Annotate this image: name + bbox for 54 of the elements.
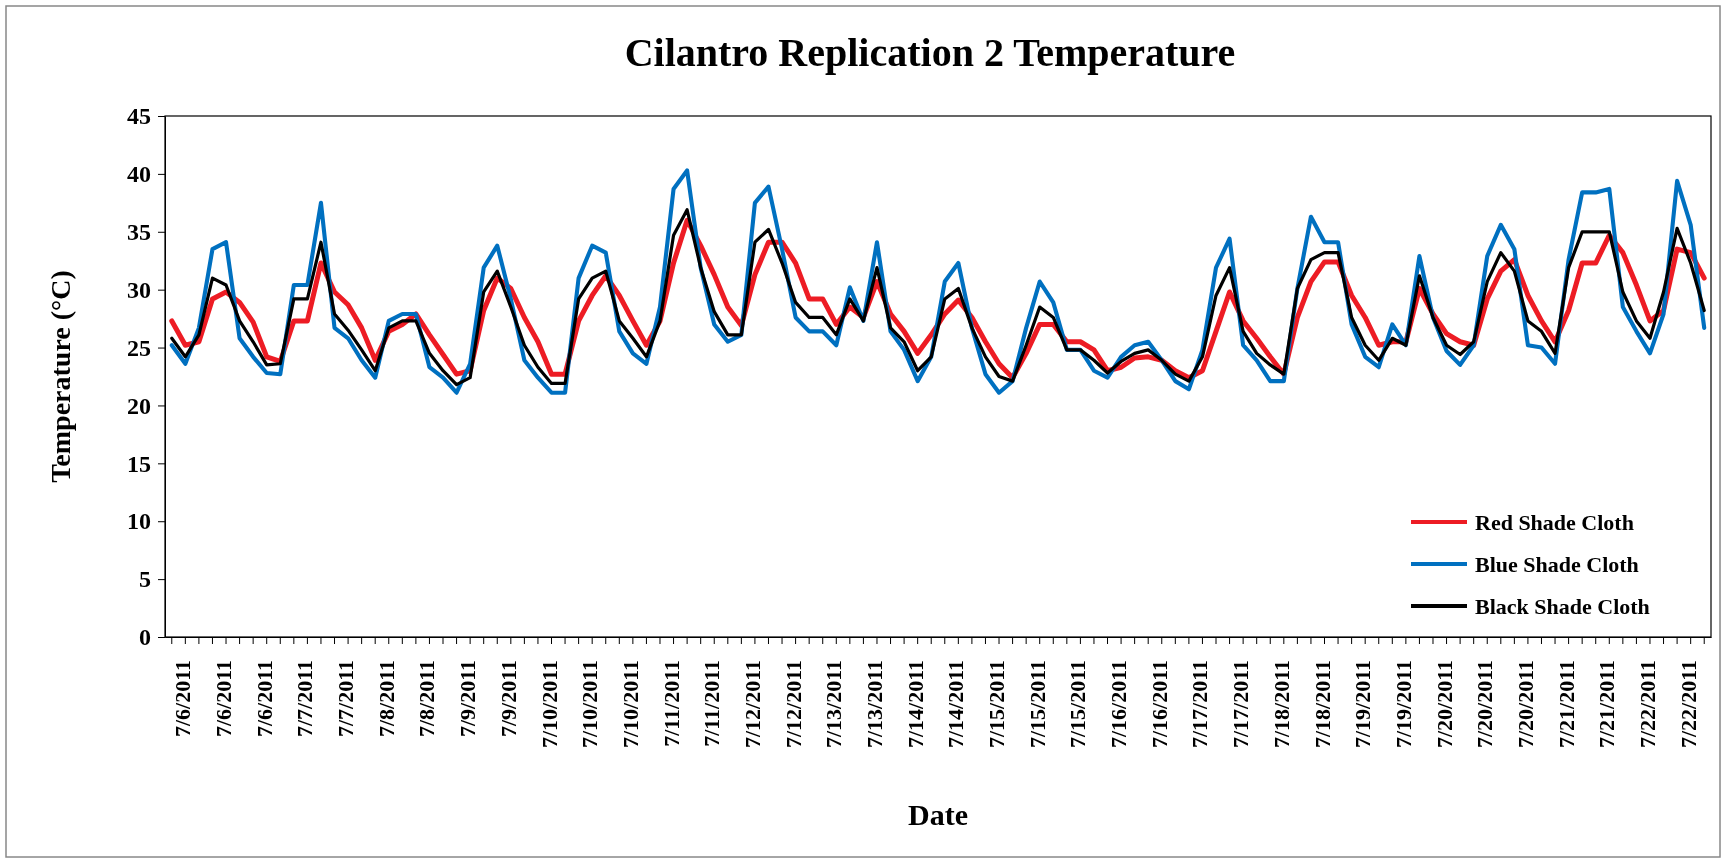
- x-tick-label: 7/6/2011: [170, 660, 196, 738]
- x-tick-label: 7/9/2011: [455, 660, 481, 738]
- x-tick-label: 7/10/2011: [617, 660, 643, 749]
- x-tick-label: 7/7/2011: [333, 660, 359, 738]
- x-tick-label: 7/18/2011: [1309, 660, 1335, 749]
- x-tick-label: 7/21/2011: [1553, 660, 1579, 749]
- y-tick-label: 15: [127, 450, 151, 477]
- y-tick-label: 0: [139, 624, 151, 651]
- x-tick-label: 7/22/2011: [1635, 660, 1661, 749]
- y-tick-label: 5: [139, 566, 151, 593]
- y-tick-label: 35: [127, 218, 151, 245]
- x-tick-label: 7/12/2011: [739, 660, 765, 749]
- y-tick-label: 10: [127, 508, 151, 535]
- x-tick-label: 7/15/2011: [984, 660, 1010, 749]
- x-tick-label: 7/22/2011: [1675, 660, 1701, 749]
- x-axis-title: Date: [908, 798, 968, 831]
- y-axis-title: Temperature (°C): [45, 270, 76, 483]
- x-tick-label: 7/11/2011: [699, 660, 725, 747]
- x-tick-label: 7/19/2011: [1390, 660, 1416, 749]
- x-tick-label: 7/8/2011: [373, 660, 399, 738]
- x-tick-label: 7/7/2011: [292, 660, 318, 738]
- y-tick-label: 30: [127, 276, 151, 303]
- x-tick-label: 7/11/2011: [658, 660, 684, 747]
- x-tick-label: 7/15/2011: [1065, 660, 1091, 749]
- legend-label: Blue Shade Cloth: [1475, 551, 1639, 577]
- x-tick-label: 7/17/2011: [1228, 660, 1254, 749]
- x-tick-label: 7/14/2011: [902, 660, 928, 749]
- x-tick-label: 7/6/2011: [211, 660, 237, 738]
- x-tick-label: 7/13/2011: [821, 660, 847, 749]
- legend-label: Black Shade Cloth: [1475, 593, 1650, 619]
- x-tick-label: 7/16/2011: [1146, 660, 1172, 749]
- x-tick-label: 7/20/2011: [1512, 660, 1538, 749]
- x-tick-label: 7/6/2011: [251, 660, 277, 738]
- y-tick-label: 45: [127, 103, 151, 130]
- x-tick-label: 7/12/2011: [780, 660, 806, 749]
- x-tick-label: 7/21/2011: [1594, 660, 1620, 749]
- x-tick-label: 7/10/2011: [577, 660, 603, 749]
- x-tick-label: 7/14/2011: [943, 660, 969, 749]
- y-tick-label: 25: [127, 334, 151, 361]
- y-tick-label: 20: [127, 392, 151, 419]
- legend-label: Red Shade Cloth: [1475, 509, 1634, 535]
- x-tick-label: 7/20/2011: [1472, 660, 1498, 749]
- x-tick-label: 7/15/2011: [1024, 660, 1050, 749]
- y-tick-label: 40: [127, 161, 151, 188]
- x-tick-label: 7/13/2011: [862, 660, 888, 749]
- chart-title: Cilantro Replication 2 Temperature: [624, 30, 1236, 75]
- x-tick-label: 7/19/2011: [1350, 660, 1376, 749]
- x-tick-label: 7/8/2011: [414, 660, 440, 738]
- x-tick-label: 7/9/2011: [495, 660, 521, 738]
- x-tick-label: 7/10/2011: [536, 660, 562, 749]
- x-tick-label: 7/20/2011: [1431, 660, 1457, 749]
- x-tick-label: 7/16/2011: [1106, 660, 1132, 749]
- x-tick-label: 7/17/2011: [1187, 660, 1213, 749]
- x-tick-label: 7/18/2011: [1268, 660, 1294, 749]
